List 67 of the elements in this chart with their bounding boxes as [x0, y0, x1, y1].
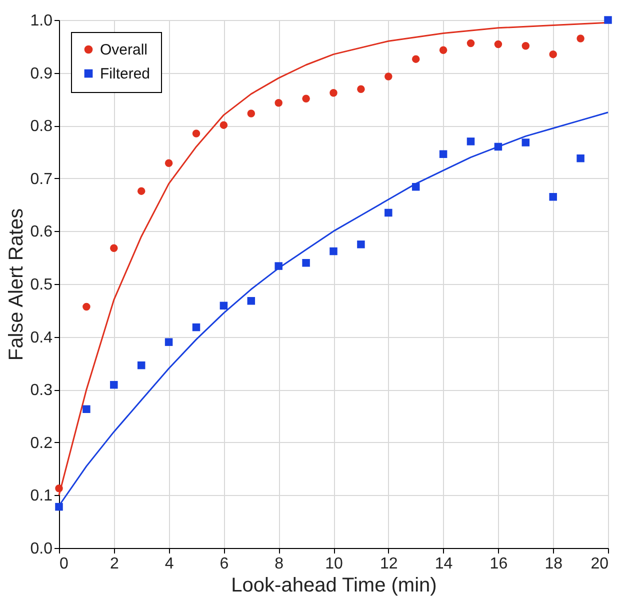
y-tick-label: 0.0 [30, 540, 53, 558]
point [494, 40, 502, 48]
point [302, 259, 310, 267]
point [82, 302, 90, 311]
y-tick-label: 0.5 [30, 276, 53, 294]
point [576, 34, 584, 42]
point [357, 240, 365, 248]
point [110, 244, 118, 252]
x-tick-label: 14 [434, 556, 453, 572]
point [439, 46, 448, 54]
point [302, 94, 310, 103]
x-tick-label: 10 [325, 556, 343, 572]
point [466, 39, 475, 48]
point [247, 110, 256, 118]
point [192, 323, 200, 332]
x-tick-label: 16 [490, 556, 508, 572]
point [274, 99, 282, 107]
x-tick-label: 4 [164, 556, 174, 572]
point [164, 159, 173, 167]
point [55, 502, 63, 511]
y-tick-label: 0.7 [30, 170, 53, 188]
point [55, 484, 63, 492]
point [522, 138, 530, 146]
legend-label: Overall [100, 42, 148, 58]
y-tick-label: 0.6 [30, 224, 53, 241]
point [357, 85, 365, 94]
y-tick-label: 0.2 [30, 434, 53, 452]
y-axis-title: False Alert Rates [5, 208, 28, 361]
x-tick-label: 0 [60, 556, 68, 572]
y-tick-label: 1.0 [30, 12, 53, 30]
point [604, 16, 612, 24]
x-tick-label: 6 [220, 556, 229, 572]
point [110, 380, 118, 389]
legend-label: Filtered [100, 66, 150, 82]
x-tick-label: 12 [380, 556, 398, 572]
y-tick-label: 0.9 [30, 65, 53, 82]
point [549, 193, 557, 201]
point [137, 187, 146, 195]
point [330, 247, 338, 256]
point [466, 138, 475, 146]
point [522, 42, 530, 50]
x-axis-title: Look-ahead Time (min) [231, 574, 437, 596]
y-tick-label: 0.8 [30, 118, 53, 136]
y-tick-label: 0.3 [30, 382, 53, 400]
point [549, 50, 557, 58]
point [412, 182, 420, 191]
point [274, 262, 282, 270]
point [220, 302, 228, 310]
point [412, 55, 420, 63]
point [576, 154, 584, 162]
y-tick-label: 0.4 [30, 329, 53, 346]
x-tick-label: 2 [110, 556, 119, 572]
point [137, 361, 146, 370]
point [82, 405, 90, 414]
point [192, 130, 200, 138]
point [384, 72, 392, 80]
x-tick-label: 18 [544, 556, 563, 572]
point [220, 121, 228, 129]
point [164, 338, 173, 346]
point [330, 89, 338, 97]
point [494, 142, 502, 151]
point [384, 208, 392, 217]
x-tick-label: 20 [590, 556, 609, 572]
x-tick-label: 8 [274, 556, 284, 572]
point [439, 150, 448, 158]
point [247, 297, 256, 305]
y-tick-label: 0.1 [30, 488, 53, 505]
